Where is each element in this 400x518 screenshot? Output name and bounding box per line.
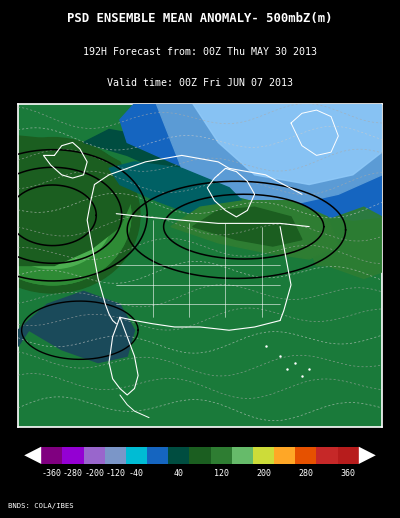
Bar [316,447,338,464]
Bar [168,447,190,464]
Text: 120: 120 [214,469,229,478]
Text: Valid time: 00Z Fri JUN 07 2013: Valid time: 00Z Fri JUN 07 2013 [107,78,293,88]
Polygon shape [156,104,382,207]
Polygon shape [359,447,376,464]
Polygon shape [84,130,207,194]
Polygon shape [193,207,302,246]
Circle shape [29,194,76,236]
Text: -360: -360 [42,469,62,478]
Polygon shape [18,136,134,265]
Polygon shape [24,447,41,464]
Bar [147,447,168,464]
Bar [41,447,62,464]
Bar [84,447,105,464]
Bar [338,447,359,464]
Bar [253,447,274,464]
Text: 200: 200 [256,469,271,478]
Bar [105,447,126,464]
Bar [190,447,210,464]
Bar [295,447,316,464]
Text: -40: -40 [129,469,144,478]
Text: 280: 280 [298,469,313,478]
Text: 40: 40 [174,469,184,478]
Bar [210,447,232,464]
Circle shape [0,138,140,293]
Bar [126,447,147,464]
Polygon shape [109,162,254,227]
Text: -120: -120 [105,469,125,478]
Bar [232,447,253,464]
Polygon shape [309,207,382,278]
Text: -200: -200 [84,469,104,478]
Polygon shape [193,104,382,184]
Circle shape [0,146,131,285]
Bar [274,447,295,464]
Polygon shape [171,200,338,259]
Text: 192H Forecast from: 00Z Thu MAY 30 2013: 192H Forecast from: 00Z Thu MAY 30 2013 [83,47,317,56]
Text: BNDS: COLA/IBES: BNDS: COLA/IBES [8,503,74,509]
Polygon shape [18,291,134,363]
Text: -280: -280 [63,469,83,478]
Circle shape [0,162,113,269]
Text: PSD ENSEMBLE MEAN ANOMALY- 500mbZ(m): PSD ENSEMBLE MEAN ANOMALY- 500mbZ(m) [67,12,333,25]
Text: 360: 360 [341,469,356,478]
Circle shape [11,178,94,252]
Circle shape [0,146,131,285]
Bar [62,447,84,464]
Polygon shape [120,104,382,220]
